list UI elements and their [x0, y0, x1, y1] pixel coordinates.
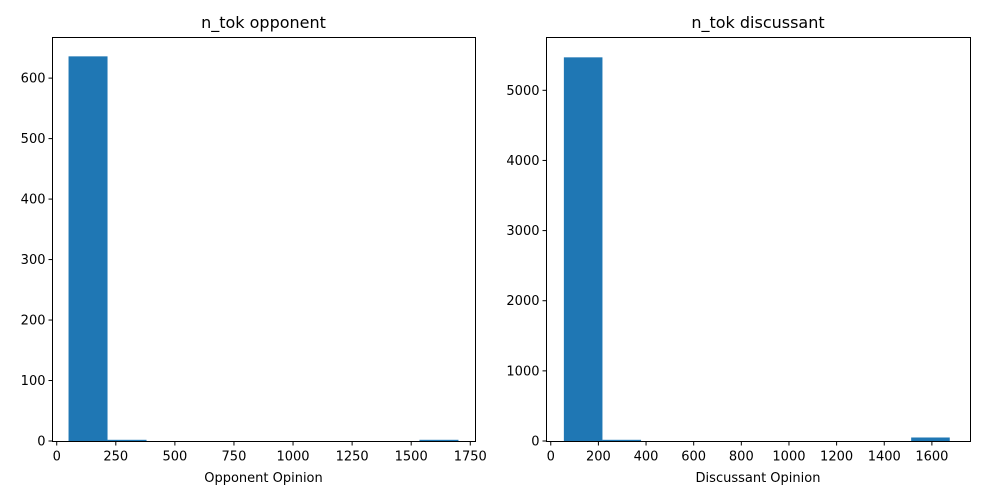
y-tick-label: 2000	[506, 294, 539, 309]
y-tick-label: 0	[531, 435, 539, 450]
histogram-bar	[602, 439, 642, 441]
x-tick-label: 1500	[395, 450, 428, 465]
x-tick-label: 250	[103, 450, 128, 465]
x-tick-label: 1600	[915, 450, 948, 465]
y-tick-label: 3000	[506, 224, 539, 239]
x-axis-label: Opponent Opinion	[204, 471, 323, 486]
x-tick-label: 400	[634, 450, 659, 465]
x-tick-label: 1000	[276, 450, 309, 465]
x-tick-label: 800	[729, 450, 754, 465]
y-tick-label: 500	[21, 132, 46, 147]
axes-frame	[546, 37, 971, 442]
histogram-bar	[911, 437, 950, 441]
y-tick-label: 300	[21, 253, 46, 268]
histogram-bar	[107, 439, 147, 441]
histogram-bar	[419, 439, 459, 441]
x-tick-label: 1000	[772, 450, 805, 465]
x-tick-label: 500	[162, 450, 187, 465]
y-tick-label: 400	[21, 193, 46, 208]
x-tick-label: 1200	[820, 450, 853, 465]
axes-frame	[52, 37, 476, 442]
chart-panel-2: 0 200 400 600 800 1000 1200 1400 1600 0 1000 2000 30…	[506, 13, 971, 486]
y-tick-label: 0	[37, 435, 45, 450]
y-tick-label: 200	[21, 314, 46, 329]
chart-panel-1: 0 250 500 750 1000 1250 1500 1750 0 100 200 300 400 5…	[21, 13, 487, 486]
x-tick-label: 1250	[336, 450, 369, 465]
y-tick-label: 5000	[506, 84, 539, 99]
x-tick-label: 750	[222, 450, 247, 465]
chart-title: n_tok opponent	[201, 13, 326, 33]
x-tick-label: 0	[53, 450, 61, 465]
x-axis-label: Discussant Opinion	[696, 471, 821, 486]
chart-title: n_tok discussant	[691, 13, 824, 33]
y-tick-label: 1000	[506, 364, 539, 379]
y-tick-label: 600	[21, 72, 46, 87]
x-tick-label: 1750	[454, 450, 487, 465]
x-tick-label: 200	[586, 450, 611, 465]
y-tick-label: 4000	[506, 154, 539, 169]
y-tick-label: 100	[21, 374, 46, 389]
x-tick-label: 1400	[868, 450, 901, 465]
histogram-bar	[563, 57, 603, 442]
x-tick-label: 0	[547, 450, 555, 465]
histogram-bar	[68, 56, 108, 441]
x-tick-label: 600	[681, 450, 706, 465]
